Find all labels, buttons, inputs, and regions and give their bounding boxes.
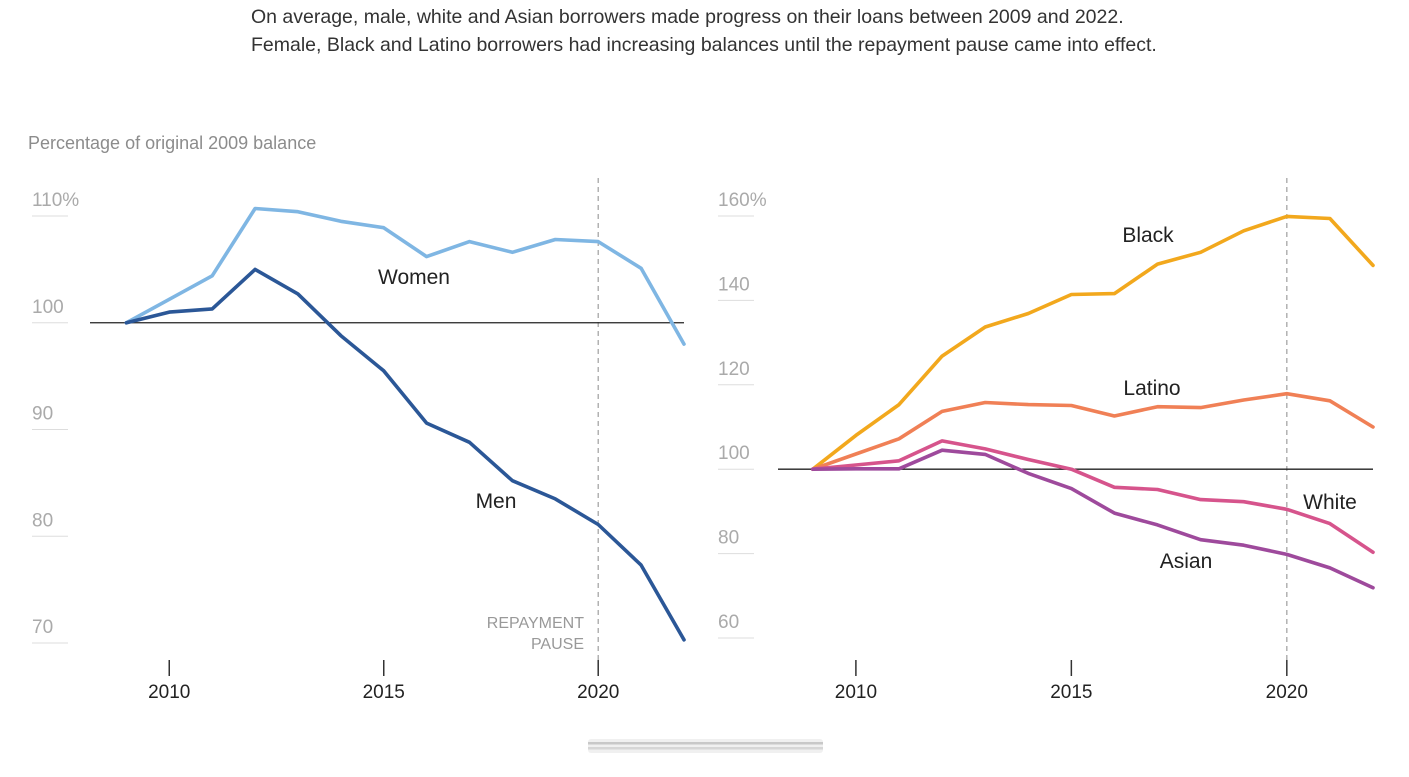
repayment-pause-label: PAUSE (531, 636, 584, 653)
x-tick-label: 2020 (577, 682, 619, 703)
series-line-latino (810, 391, 1375, 472)
y-tick-label: 110% (32, 190, 79, 211)
scroll-indicator (588, 739, 823, 753)
series-line-white (810, 439, 1375, 555)
y-tick-label: 100 (718, 443, 750, 464)
panel-race: 60 80 100 120 140 160% 2010 2015 2020 Black Latino… (718, 178, 1375, 703)
y-tick-label: 80 (32, 510, 53, 531)
y-axis-label: Percentage of original 2009 balance (28, 133, 316, 153)
y-tick-label: 60 (718, 612, 739, 633)
series-label-women: Women (378, 266, 450, 289)
series-label-latino: Latino (1123, 377, 1180, 400)
x-tick-label: 2010 (148, 682, 190, 703)
y-tick-label: 70 (32, 617, 53, 638)
y-tick-label: 90 (32, 404, 53, 425)
x-tick-label: 2015 (1050, 682, 1092, 703)
series-label-men: Men (476, 490, 517, 513)
x-tick-label: 2010 (835, 682, 877, 703)
series-line-women (124, 206, 686, 346)
y-tick-label: 160% (718, 190, 767, 211)
y-tick-label: 80 (718, 528, 739, 549)
chart-caption: On average, male, white and Asian borrow… (251, 6, 1157, 56)
series-label-black: Black (1122, 224, 1174, 247)
series-line-men (124, 267, 686, 642)
x-tick-label: 2015 (363, 682, 405, 703)
x-tick-label: 2020 (1266, 682, 1308, 703)
series-label-white: White (1303, 491, 1357, 514)
y-tick-label: 100 (32, 297, 64, 318)
y-tick-label: 140 (718, 274, 750, 295)
repayment-pause-label: REPAYMENT (487, 615, 584, 632)
series-line-asian (810, 448, 1375, 590)
y-tick-label: 120 (718, 359, 750, 380)
panel-gender: 70 80 90 100 110% 2010 2015 2020 REPAYMENT PAUSE W… (32, 178, 686, 703)
series-label-asian: Asian (1160, 550, 1213, 573)
series-line-black (810, 214, 1375, 472)
